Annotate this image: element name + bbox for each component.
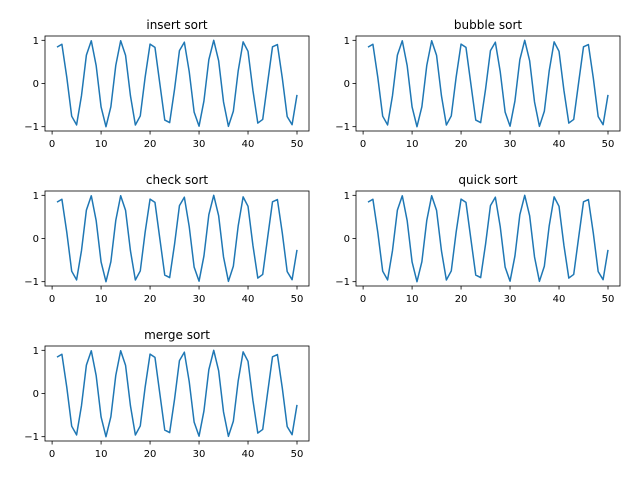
x-tick-label: 30 [504,294,517,305]
axes-frame [44,35,310,132]
axes-frame [355,35,621,132]
x-tick-label: 50 [291,449,304,460]
series-line [56,349,298,438]
x-tick-label: 30 [193,449,206,460]
y-tick-label: 1 [344,191,350,202]
y-tick-label: 0 [344,234,350,245]
subplot-2: check sort 0 10 20 30 40 50 −1 0 1 [24,173,310,305]
x-tick-label: 40 [242,449,255,460]
x-tick-label: 30 [193,294,206,305]
x-tick-label: 50 [602,139,615,150]
x-tick-label: 0 [360,139,366,150]
series-line [56,39,298,128]
y-tick-label: 1 [33,346,39,357]
y-tick-label: 0 [33,234,39,245]
x-tick-label: 0 [360,294,366,305]
axes-frame [44,345,310,442]
x-tick-label: 50 [291,139,304,150]
subplot-title: check sort [146,173,208,187]
x-tick-label: 0 [49,449,55,460]
y-tick-label: 1 [33,191,39,202]
subplot-3: quick sort 0 10 20 30 40 50 −1 0 1 [335,173,621,305]
x-tick-label: 40 [242,294,255,305]
series-line [56,194,298,283]
axes-frame [355,190,621,287]
x-tick-label: 40 [553,139,566,150]
y-tick-label: 0 [33,389,39,400]
x-tick-label: 0 [49,294,55,305]
series-line [367,194,609,283]
x-tick-label: 40 [242,139,255,150]
subplot-title: merge sort [144,328,210,342]
x-tick-label: 10 [95,294,108,305]
y-tick-label: −1 [24,277,39,288]
y-tick-label: −1 [335,277,350,288]
x-tick-label: 50 [291,294,304,305]
x-tick-label: 0 [49,139,55,150]
x-tick-label: 10 [406,294,419,305]
subplot-title: insert sort [146,18,208,32]
x-tick-label: 40 [553,294,566,305]
subplot-1: bubble sort 0 10 20 30 40 50 −1 0 1 [335,18,621,150]
y-tick-label: 0 [33,79,39,90]
y-tick-label: 0 [344,79,350,90]
x-tick-label: 50 [602,294,615,305]
x-tick-label: 10 [406,139,419,150]
x-tick-label: 10 [95,449,108,460]
y-tick-label: −1 [24,122,39,133]
x-tick-label: 20 [144,139,157,150]
axes-frame [44,190,310,287]
subplot-0: insert sort 0 10 20 30 40 50 −1 0 1 [24,18,310,150]
y-tick-label: −1 [24,432,39,443]
x-tick-label: 20 [455,294,468,305]
x-tick-label: 20 [144,294,157,305]
y-tick-label: 1 [344,36,350,47]
x-tick-label: 30 [504,139,517,150]
subplot-title: quick sort [458,173,517,187]
x-tick-label: 10 [95,139,108,150]
subplot-title: bubble sort [454,18,523,32]
x-tick-label: 30 [193,139,206,150]
y-tick-label: 1 [33,36,39,47]
subplot-4: merge sort 0 10 20 30 40 50 −1 0 1 [24,328,310,460]
series-line [367,39,609,128]
x-tick-label: 20 [455,139,468,150]
y-tick-label: −1 [335,122,350,133]
x-tick-label: 20 [144,449,157,460]
